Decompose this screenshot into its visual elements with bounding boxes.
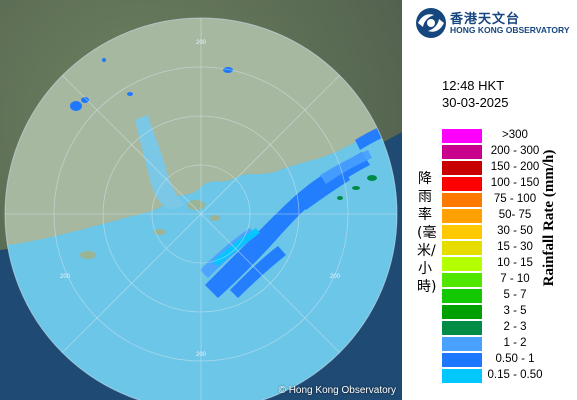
legend-swatch [442,369,482,383]
legend-swatch [442,305,482,319]
observatory-emblem-icon [416,8,446,38]
legend-swatch [442,225,482,239]
legend-label: 3 - 5 [503,305,527,317]
radar-coverage [5,18,397,400]
info-panel: 香港天文台 HONG KONG OBSERVATORY 12:48 HKT 30… [402,0,577,400]
legend-item: 1 - 2 [442,336,572,352]
legend-swatch [442,321,482,335]
legend-swatch [442,129,482,143]
legend-item: 150 - 200 [442,160,572,176]
legend-label: 150 - 200 [490,161,540,173]
legend-label: 2 - 3 [503,321,527,333]
legend-label: 30 - 50 [497,225,533,237]
legend-swatch [442,273,482,287]
observation-date: 30-03-2025 [442,95,509,110]
legend-item: 2 - 3 [442,320,572,336]
legend-label: >300 [502,129,528,141]
logo-english-name: HONG KONG OBSERVATORY [450,25,570,35]
range-label-north: 200 [196,40,207,46]
legend-title-chinese: 降雨率(毫米/小時) [417,171,437,295]
legend-label: 1 - 2 [503,337,527,349]
legend-item: 7 - 10 [442,272,572,288]
observation-time: 12:48 HKT [442,78,505,93]
legend-swatch [442,353,482,367]
legend-item: >300 [442,128,572,144]
legend-item: 200 - 300 [442,144,572,160]
radar-map-canvas [0,0,402,400]
legend-swatch [442,145,482,159]
rainfall-legend: >300 200 - 300 150 - 200 100 - 150 75 - … [442,128,572,383]
legend-item: 15 - 30 [442,240,572,256]
legend-item: 3 - 5 [442,304,572,320]
legend-label: 75 - 100 [493,193,537,205]
legend-item: 30 - 50 [442,224,572,240]
legend-label: 0.50 - 1 [495,353,535,365]
legend-swatch [442,177,482,191]
legend-item: 10 - 15 [442,256,572,272]
range-label-west: 200 [60,274,71,280]
legend-item: 100 - 150 [442,176,572,192]
legend-label: 7 - 10 [500,273,530,285]
legend-swatch [442,337,482,351]
legend-item: 5 - 7 [442,288,572,304]
legend-label: 10 - 15 [497,257,533,269]
legend-item: 0.50 - 1 [442,352,572,368]
legend-label: 5 - 7 [503,289,527,301]
legend-title-english: Rainfall Rate (mm/h) [541,149,557,287]
legend-swatch [442,209,482,223]
legend-item: 0.15 - 0.50 [442,368,572,384]
legend-swatch [442,289,482,303]
logo-chinese-name: 香港天文台 [450,12,521,27]
radar-map[interactable]: 200 200 200 200 © Hong Kong Observatory [0,0,402,400]
legend-label: 15 - 30 [497,241,533,253]
legend-swatch [442,193,482,207]
legend-label: 200 - 300 [490,145,540,157]
range-label-east: 200 [330,274,341,280]
legend-swatch [442,241,482,255]
observatory-logo[interactable]: 香港天文台 HONG KONG OBSERVATORY [414,6,574,42]
copyright-notice: © Hong Kong Observatory [278,385,396,396]
legend-label: 50- 75 [498,209,532,221]
legend-item: 50- 75 [442,208,572,224]
legend-swatch [442,161,482,175]
legend-swatch [442,257,482,271]
legend-item: 75 - 100 [442,192,572,208]
legend-label: 0.15 - 0.50 [487,369,543,381]
legend-label: 100 - 150 [490,177,540,189]
range-label-south: 200 [196,352,207,358]
